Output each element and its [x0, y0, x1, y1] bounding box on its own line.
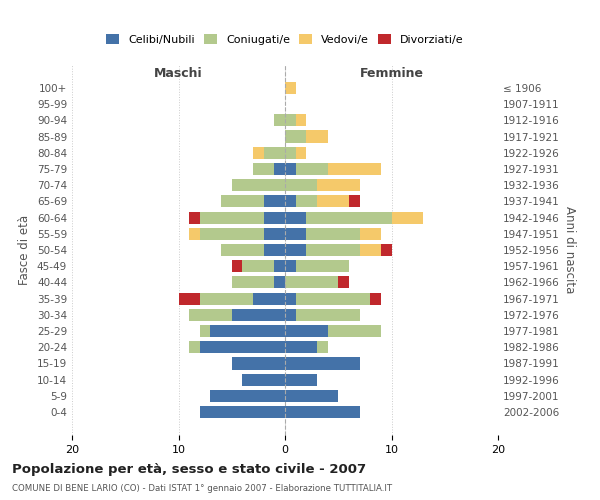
Bar — [221, 196, 264, 207]
Bar — [189, 212, 200, 224]
Bar — [296, 309, 359, 321]
Bar — [211, 390, 285, 402]
Bar — [232, 358, 285, 370]
Legend: Celibi/Nubili, Coniugati/e, Vedovi/e, Divorziati/e: Celibi/Nubili, Coniugati/e, Vedovi/e, Di… — [102, 30, 468, 50]
Bar — [253, 163, 274, 175]
Text: COMUNE DI BENE LARIO (CO) - Dati ISTAT 1° gennaio 2007 - Elaborazione TUTTITALIA: COMUNE DI BENE LARIO (CO) - Dati ISTAT 1… — [12, 484, 392, 493]
Bar — [200, 406, 285, 418]
Bar — [264, 146, 285, 159]
Bar — [285, 374, 317, 386]
Bar — [200, 292, 253, 304]
Bar — [381, 244, 392, 256]
Bar — [285, 244, 307, 256]
Bar — [189, 309, 232, 321]
Bar — [296, 146, 306, 159]
Bar — [338, 276, 349, 288]
Bar — [264, 212, 285, 224]
Bar — [370, 292, 381, 304]
Bar — [317, 341, 328, 353]
Bar — [285, 406, 359, 418]
Text: Popolazione per età, sesso e stato civile - 2007: Popolazione per età, sesso e stato civil… — [12, 462, 366, 475]
Bar — [296, 163, 328, 175]
Bar — [253, 292, 285, 304]
Bar — [349, 196, 359, 207]
Bar — [359, 228, 381, 240]
Bar — [274, 260, 285, 272]
Bar — [285, 212, 307, 224]
Bar — [232, 260, 242, 272]
Bar — [307, 244, 359, 256]
Bar — [221, 244, 264, 256]
Text: Maschi: Maschi — [154, 66, 203, 80]
Bar — [264, 196, 285, 207]
Bar — [296, 292, 370, 304]
Bar — [285, 292, 296, 304]
Bar — [274, 163, 285, 175]
Bar — [285, 196, 296, 207]
Bar — [285, 276, 338, 288]
Bar — [200, 341, 285, 353]
Bar — [317, 196, 349, 207]
Bar — [285, 390, 338, 402]
Bar — [285, 82, 296, 94]
Bar — [200, 212, 264, 224]
Bar — [211, 325, 285, 337]
Bar — [264, 228, 285, 240]
Bar — [328, 163, 381, 175]
Bar — [317, 179, 359, 191]
Bar — [200, 325, 211, 337]
Bar — [285, 163, 296, 175]
Bar — [285, 358, 359, 370]
Bar — [307, 130, 328, 142]
Bar — [285, 179, 317, 191]
Bar — [285, 260, 296, 272]
Bar — [179, 292, 200, 304]
Y-axis label: Fasce di età: Fasce di età — [19, 215, 31, 285]
Bar — [264, 244, 285, 256]
Bar — [307, 228, 359, 240]
Bar — [274, 276, 285, 288]
Text: Femmine: Femmine — [359, 66, 424, 80]
Bar — [274, 114, 285, 126]
Bar — [285, 309, 296, 321]
Bar — [296, 114, 306, 126]
Bar — [328, 325, 381, 337]
Bar — [285, 146, 296, 159]
Bar — [296, 196, 317, 207]
Bar — [242, 374, 285, 386]
Bar — [285, 114, 296, 126]
Bar — [232, 179, 285, 191]
Bar — [285, 228, 307, 240]
Bar — [242, 260, 274, 272]
Bar — [359, 244, 381, 256]
Bar — [189, 341, 200, 353]
Bar — [232, 276, 274, 288]
Bar — [392, 212, 424, 224]
Bar — [200, 228, 264, 240]
Bar — [232, 309, 285, 321]
Y-axis label: Anni di nascita: Anni di nascita — [563, 206, 576, 294]
Bar — [285, 341, 317, 353]
Bar — [285, 130, 307, 142]
Bar — [189, 228, 200, 240]
Bar — [285, 325, 328, 337]
Bar — [296, 260, 349, 272]
Bar — [307, 212, 392, 224]
Bar — [253, 146, 264, 159]
